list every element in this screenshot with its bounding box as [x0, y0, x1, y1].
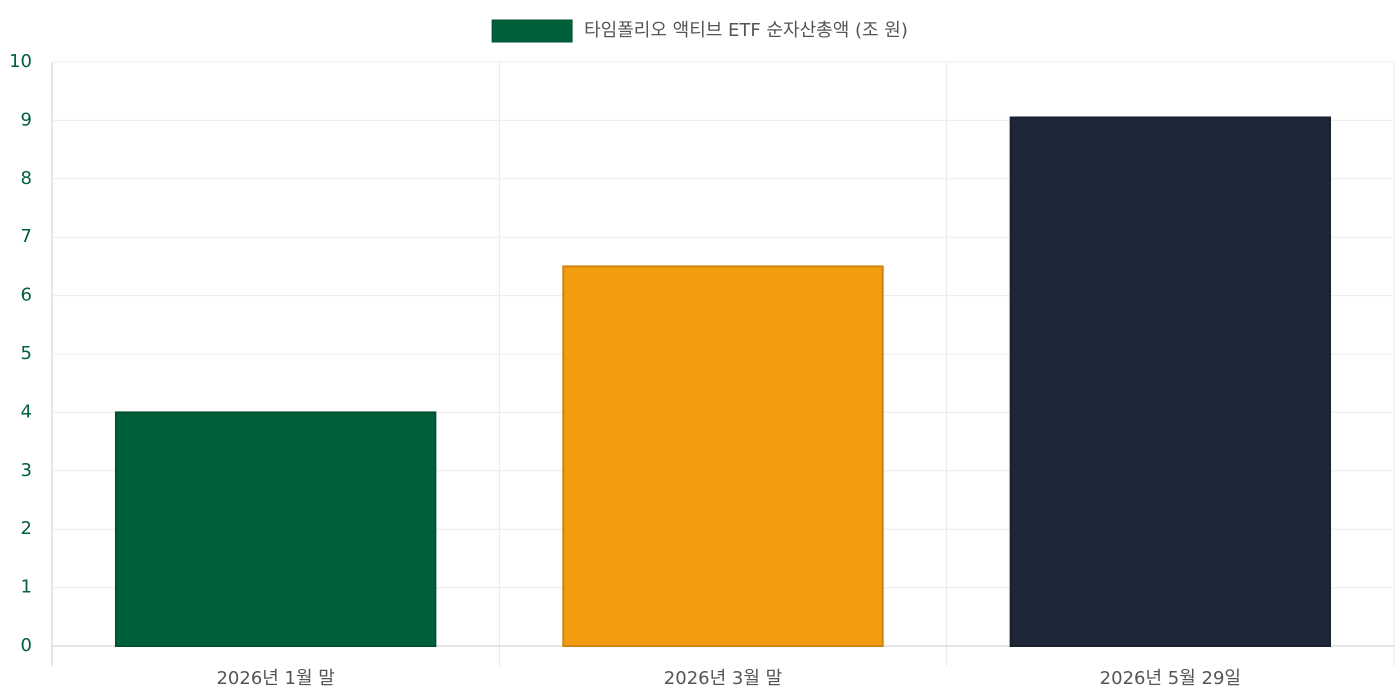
y-tick-label: 1 — [21, 577, 32, 598]
bar — [1009, 116, 1332, 648]
y-tick-label: 10 — [9, 51, 32, 72]
bar — [114, 411, 437, 647]
x-tick-label: 2026년 5월 29일 — [1100, 668, 1241, 689]
y-tick-label: 5 — [21, 343, 32, 364]
y-tick-label: 3 — [21, 460, 32, 481]
y-tick-label: 8 — [21, 168, 32, 189]
y-tick-label: 2 — [21, 518, 32, 539]
y-tick-label: 7 — [21, 226, 32, 247]
x-tick-label: 2026년 3월 말 — [664, 668, 782, 689]
y-tick-label: 4 — [21, 401, 32, 422]
y-tick-label: 6 — [21, 285, 32, 306]
bar — [562, 265, 884, 647]
legend-label[interactable]: 타임폴리오 액티브 ETF 순자산총액 (조 원) — [584, 20, 908, 41]
y-tick-label: 0 — [21, 635, 32, 656]
legend-swatch — [491, 19, 573, 43]
x-tick-label: 2026년 1월 말 — [216, 668, 334, 689]
y-tick-label: 9 — [21, 109, 32, 130]
